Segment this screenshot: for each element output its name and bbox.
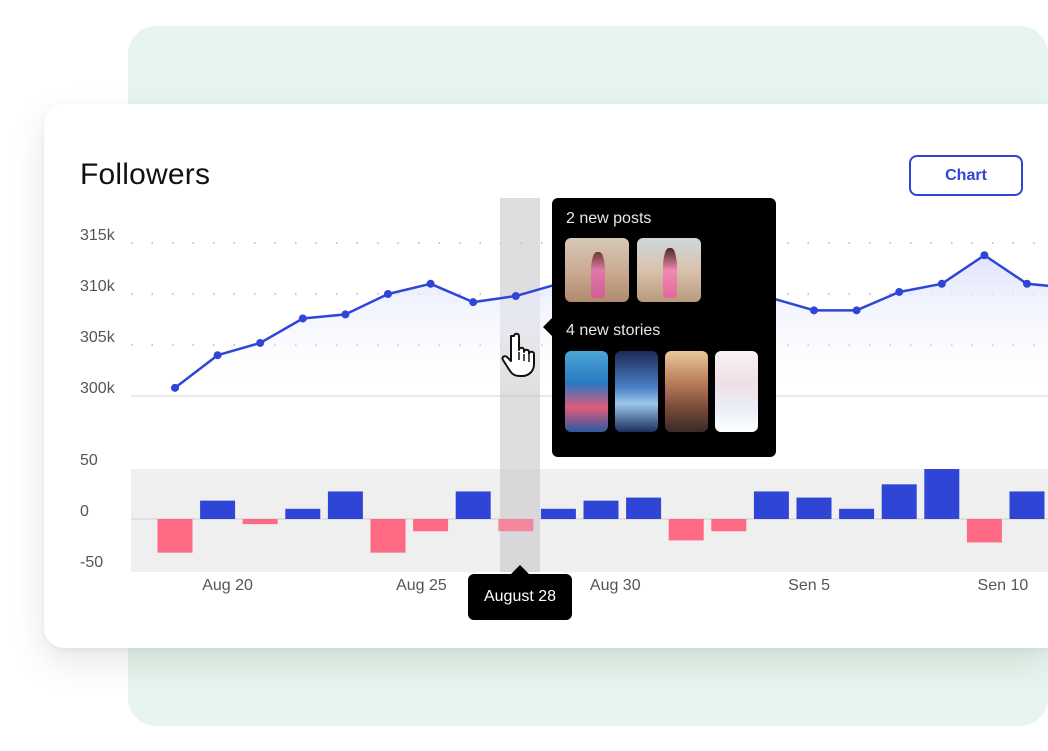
bar xyxy=(668,519,704,541)
bar xyxy=(455,491,491,519)
bar xyxy=(370,519,406,553)
bar-y-tick-label: 50 xyxy=(80,452,98,469)
stories-heading: 4 new stories xyxy=(566,322,661,339)
selected-date-label: August 28 xyxy=(468,565,572,620)
page-title: Followers xyxy=(80,158,211,191)
x-tick-label: Sen 5 xyxy=(788,577,830,594)
story-thumbnail[interactable] xyxy=(615,351,658,432)
line-point xyxy=(341,310,350,319)
line-point xyxy=(511,292,520,301)
hand-pointer-icon xyxy=(501,332,535,377)
line-point xyxy=(298,314,307,323)
x-tick-label: Sen 10 xyxy=(978,577,1029,594)
bar xyxy=(242,519,278,525)
bar xyxy=(839,508,875,519)
x-tick-label: Aug 20 xyxy=(202,577,253,594)
line-point xyxy=(171,383,179,392)
line-point xyxy=(852,306,861,315)
y-tick-label: 315k xyxy=(80,227,116,244)
bar xyxy=(285,508,321,519)
line-point xyxy=(426,279,435,288)
bar xyxy=(924,469,960,519)
line-point xyxy=(810,306,818,315)
x-tick-label: Aug 30 xyxy=(590,577,641,594)
bar xyxy=(583,500,619,519)
post-thumbnail[interactable] xyxy=(565,238,629,302)
bars xyxy=(157,469,1045,553)
bar xyxy=(711,519,747,532)
bar xyxy=(157,519,193,553)
story-thumbnail[interactable] xyxy=(665,351,708,432)
bar xyxy=(413,519,449,532)
line-point xyxy=(384,290,392,298)
line-point xyxy=(980,251,989,260)
line-point xyxy=(213,351,222,360)
posts-heading: 2 new posts xyxy=(566,210,652,227)
bar xyxy=(881,484,917,519)
line-point xyxy=(469,298,478,307)
line-point xyxy=(256,338,265,347)
bar-y-tick-label: 0 xyxy=(80,503,89,520)
line-point xyxy=(937,279,946,288)
bar xyxy=(626,497,662,519)
x-tick-label: Aug 25 xyxy=(396,577,447,594)
chart-button[interactable]: Chart xyxy=(909,155,1023,196)
post-thumbnail[interactable] xyxy=(637,238,701,302)
bar xyxy=(200,500,236,519)
story-thumbnail[interactable] xyxy=(715,351,758,432)
bar xyxy=(966,519,1002,543)
line-point xyxy=(895,287,904,296)
bar xyxy=(540,508,576,519)
line-chart-y-axis: 315k 310k 305k 300k xyxy=(80,227,116,397)
y-tick-label: 300k xyxy=(80,380,116,397)
bar xyxy=(327,491,363,519)
bar xyxy=(1009,491,1045,519)
bar-y-tick-label: -50 xyxy=(80,554,103,571)
posts-tooltip: 2 new posts 4 new stories xyxy=(543,198,776,457)
bar-chart-y-axis: 50 0 -50 xyxy=(80,452,103,571)
bar xyxy=(753,491,789,519)
bar xyxy=(796,497,832,519)
line-point xyxy=(1023,279,1031,288)
story-thumbnail[interactable] xyxy=(565,351,608,432)
bar xyxy=(498,519,534,532)
y-tick-label: 305k xyxy=(80,329,116,346)
y-tick-label: 310k xyxy=(80,278,116,295)
x-axis: Aug 20 Aug 25 Aug 30 Sen 5 Sen 10 xyxy=(202,577,1028,594)
